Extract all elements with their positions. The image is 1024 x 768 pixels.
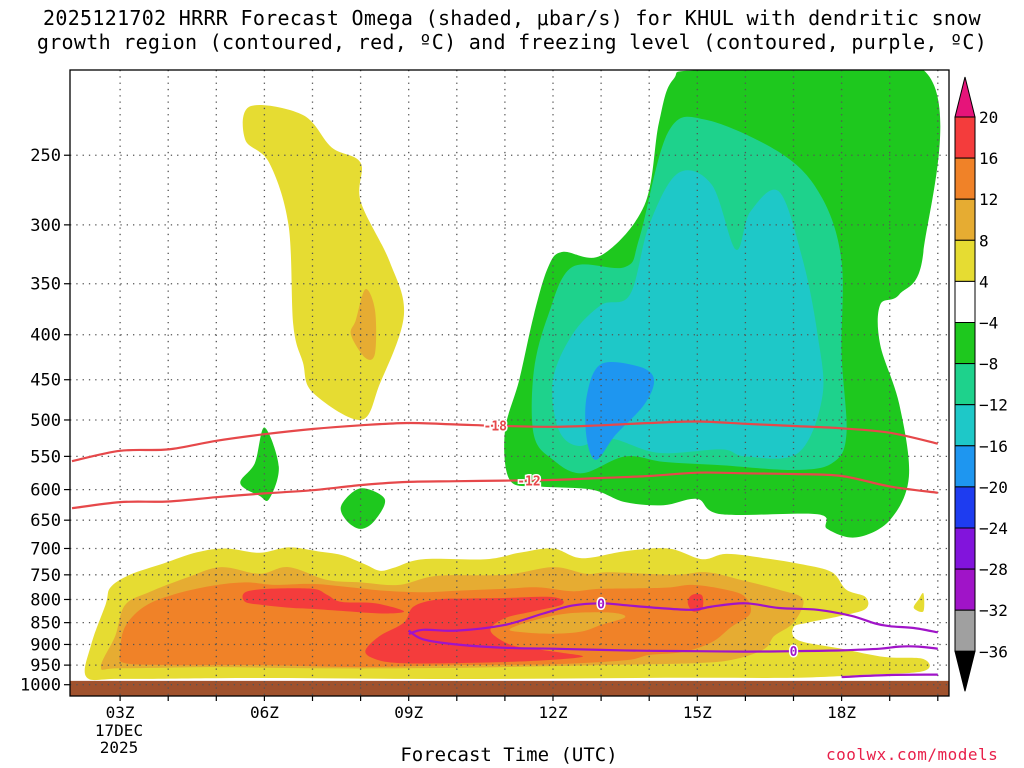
omega-fill-layer <box>84 70 941 681</box>
colorbar-label-7: −12 <box>979 396 1008 415</box>
colorbar-segment-9 <box>954 486 976 529</box>
y-tick-label-700: 700 <box>30 539 61 559</box>
colorbar-segment-12 <box>954 609 976 652</box>
colorbar-label-13: −36 <box>979 642 1008 661</box>
contour-freezing-level-upper <box>408 602 938 636</box>
colorbar-segment-10 <box>954 527 976 570</box>
colorbar-segment-3 <box>954 239 976 282</box>
colorbar-label-0: 20 <box>979 108 998 127</box>
omega-region-upper-blue <box>585 362 655 460</box>
x-tick-label-18Z: 18Z <box>827 703 856 722</box>
chart-title-line2: growth region (contoured, red, ºC) and f… <box>36 30 988 54</box>
colorbar-label-3: 8 <box>979 231 989 250</box>
omega-region-lower-right-gap <box>797 626 872 642</box>
contour-label-dendritic-minus18: -18 <box>484 420 508 435</box>
y-tick-label-800: 800 <box>30 590 61 610</box>
omega-region-low-red-upper <box>242 588 405 614</box>
x-axis-title: Forecast Time (UTC) <box>400 744 618 766</box>
colorbar-segment-0 <box>954 116 976 159</box>
colorbar-label-5: −4 <box>979 314 998 333</box>
y-tick-label-300: 300 <box>30 216 61 236</box>
colorbar-label-4: 4 <box>979 272 989 291</box>
colorbar-label-11: −28 <box>979 560 1008 579</box>
colorbar-top-arrow <box>954 76 976 118</box>
y-tick-label-850: 850 <box>30 614 61 634</box>
colorbar-segment-11 <box>954 568 976 611</box>
colorbar-segment-5 <box>954 322 976 365</box>
y-tick-label-500: 500 <box>30 411 61 431</box>
x-tick-label-09Z: 09Z <box>394 703 423 722</box>
colorbar-segment-2 <box>954 198 976 241</box>
chart-title: 2025121702 HRRR Forecast Omega (shaded, … <box>0 6 1024 54</box>
omega-region-low-red-small <box>687 593 704 612</box>
date-year: 2025 <box>99 738 139 757</box>
y-tick-label-650: 650 <box>30 511 61 531</box>
surface-ground <box>70 680 949 696</box>
plot-frame <box>69 69 950 697</box>
colorbar-segment-7 <box>954 404 976 447</box>
contour-freezing-level-lower <box>408 629 938 653</box>
colorbar-segment-4 <box>954 280 976 323</box>
credit-link[interactable]: coolwx.com/models <box>826 745 999 764</box>
colorbar-bottom-arrow <box>954 650 976 692</box>
omega-region-upper-yellow-plume <box>242 105 405 421</box>
contour-freezing-level-bottom <box>841 673 938 679</box>
contour-label-freezing-level-upper: 0 <box>597 597 605 612</box>
x-tick-label-06Z: 06Z <box>250 703 279 722</box>
omega-region-low-yellow-edge <box>913 592 925 613</box>
colorbar-label-9: −20 <box>979 478 1008 497</box>
y-tick-label-250: 250 <box>30 146 61 166</box>
date-day: 17DEC <box>94 721 144 740</box>
date-label: 17DEC 2025 <box>84 722 154 756</box>
y-tick-label-1000: 1000 <box>20 676 61 696</box>
y-tick-label-450: 450 <box>30 371 61 391</box>
chart-title-line1: 2025121702 HRRR Forecast Omega (shaded, … <box>43 6 981 30</box>
x-tick-label-03Z: 03Z <box>106 703 135 722</box>
colorbar-label-2: 12 <box>979 190 998 209</box>
colorbar-label-6: −8 <box>979 355 998 374</box>
omega-region-green-diamond-06z <box>240 427 279 502</box>
colorbar-label-10: −24 <box>979 519 1008 538</box>
colorbar-segment-6 <box>954 363 976 406</box>
y-tick-label-350: 350 <box>30 275 61 295</box>
y-tick-label-750: 750 <box>30 566 61 586</box>
y-tick-label-600: 600 <box>30 481 61 501</box>
omega-region-green-blob-08z <box>340 488 386 529</box>
colorbar-label-1: 16 <box>979 149 998 168</box>
y-tick-label-950: 950 <box>30 656 61 676</box>
colorbar-segment-8 <box>954 445 976 488</box>
y-tick-label-400: 400 <box>30 326 61 346</box>
y-tick-label-900: 900 <box>30 635 61 655</box>
contour-dendritic-minus12 <box>71 471 938 510</box>
x-tick-label-12Z: 12Z <box>539 703 568 722</box>
contour-label-dendritic-minus12: -12 <box>517 474 540 489</box>
colorbar-label-12: −32 <box>979 601 1008 620</box>
contour-layer: -18 -12 0 0 <box>71 418 939 679</box>
grid-layer <box>64 70 949 701</box>
x-tick-label-15Z: 15Z <box>683 703 712 722</box>
contour-dendritic-minus18 <box>71 420 939 463</box>
omega-region-upper-orange-patch <box>350 289 377 360</box>
contour-label-freezing-level-lower: 0 <box>790 645 798 660</box>
y-axis-labels: 2503003504004505005506006507007508008509… <box>20 146 61 695</box>
colorbar: 20 16 12 8 4 −4 −8 −12 −16 −20 −24 −28 −32 −36 <box>954 76 1008 692</box>
y-tick-label-550: 550 <box>30 447 61 467</box>
colorbar-segment-1 <box>954 157 976 200</box>
x-axis-labels: 03Z 06Z 09Z 12Z 15Z 18Z <box>106 703 857 722</box>
omega-region-low-orange-hole <box>509 612 626 634</box>
colorbar-label-8: −16 <box>979 437 1008 456</box>
